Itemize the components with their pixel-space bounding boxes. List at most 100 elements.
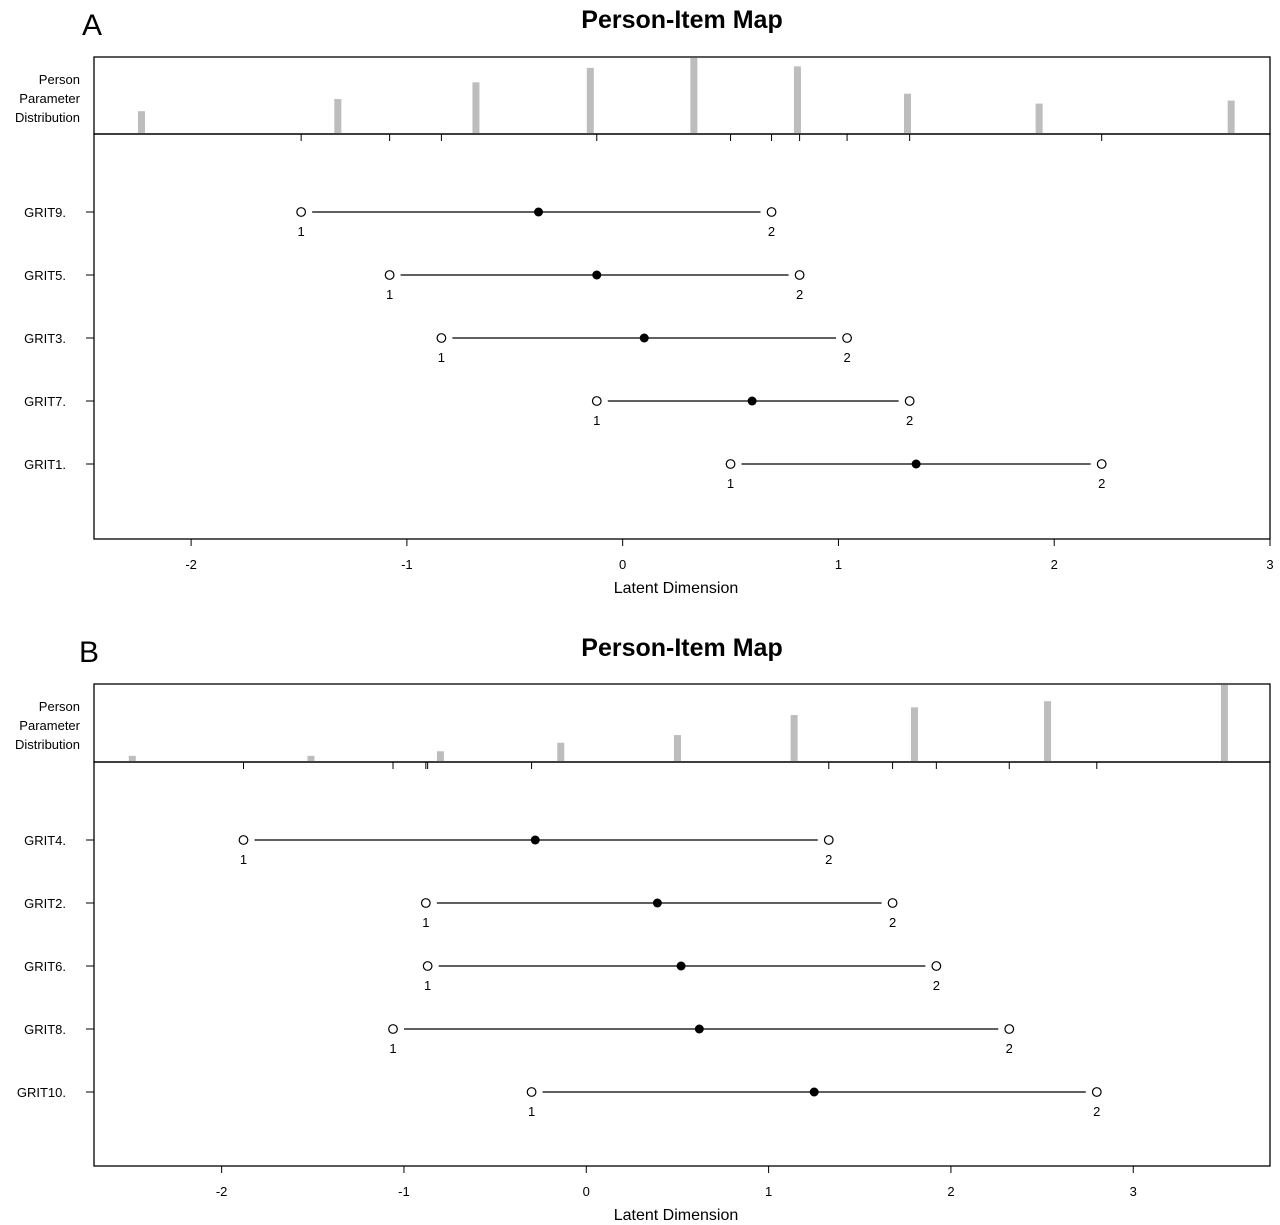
threshold-2-label: 2	[796, 287, 803, 302]
threshold-2-label: 2	[1006, 1041, 1013, 1056]
item-location-point	[694, 1024, 704, 1034]
distribution-bar	[334, 99, 342, 134]
threshold-1-point	[436, 333, 447, 343]
threshold-2-label: 2	[1093, 1104, 1100, 1119]
x-tick-label: 2	[1051, 557, 1058, 572]
distribution-frame	[93, 56, 1271, 135]
x-tick-label: 1	[835, 557, 842, 572]
x-tick-label: 3	[1130, 1184, 1137, 1199]
threshold-1-label: 1	[389, 1041, 396, 1056]
item-location-point	[652, 898, 662, 908]
item-location-point	[809, 1087, 819, 1097]
plot-frame	[93, 133, 1271, 540]
x-tick-label: -1	[401, 557, 413, 572]
item-label: GRIT10.	[17, 1085, 66, 1100]
threshold-1-point	[725, 459, 736, 469]
distribution-bar	[690, 58, 698, 134]
threshold-1-point	[238, 835, 249, 845]
x-tick-label: -1	[398, 1184, 410, 1199]
threshold-1-label: 1	[593, 413, 600, 428]
distribution-bar	[910, 707, 918, 762]
threshold-1-point	[422, 961, 433, 971]
item-label: GRIT9.	[24, 205, 66, 220]
threshold-2-point	[823, 835, 834, 845]
threshold-2-point	[842, 333, 852, 343]
threshold-1-point	[420, 898, 431, 908]
threshold-2-label: 2	[889, 915, 896, 930]
panel-letter: A	[82, 9, 102, 42]
item-label: GRIT7.	[24, 394, 66, 409]
item-location-point	[639, 333, 649, 343]
x-tick-label: 0	[583, 1184, 590, 1199]
chart-title: Person-Item Map	[581, 6, 782, 34]
threshold-2-point	[794, 270, 805, 280]
distribution-bar	[790, 715, 798, 762]
threshold-2-point	[1096, 459, 1107, 469]
distribution-bar	[673, 735, 681, 762]
distribution-bar	[793, 66, 801, 134]
threshold-1-point	[296, 207, 307, 217]
distribution-label-line: Distribution	[15, 110, 80, 125]
distribution-bar	[128, 755, 136, 762]
threshold-1-point	[591, 396, 602, 406]
threshold-1-point	[388, 1024, 398, 1034]
distribution-bar	[586, 67, 594, 134]
distribution-bar	[557, 742, 565, 762]
plot-frame	[93, 761, 1271, 1167]
panel-a: A Person-Item Map Person Parameter Distribut…	[15, 6, 1274, 597]
item-label: GRIT1.	[24, 457, 66, 472]
threshold-2-label: 2	[933, 978, 940, 993]
distribution-bar	[472, 82, 480, 134]
item-label: GRIT2.	[24, 896, 66, 911]
threshold-1-label: 1	[424, 978, 431, 993]
distribution-label-line: Distribution	[15, 737, 80, 752]
threshold-1-label: 1	[240, 852, 247, 867]
distribution-label-line: Person	[39, 72, 80, 87]
threshold-2-label: 2	[1098, 476, 1105, 491]
distribution-label-line: Parameter	[19, 718, 80, 733]
threshold-1-label: 1	[438, 350, 445, 365]
threshold-2-point	[1004, 1024, 1015, 1034]
threshold-2-label: 2	[768, 224, 775, 239]
threshold-2-label: 2	[825, 852, 832, 867]
x-tick-label: -2	[185, 557, 197, 572]
distribution-label-line: Parameter	[19, 91, 80, 106]
threshold-1-label: 1	[727, 476, 734, 491]
item-label: GRIT3.	[24, 331, 66, 346]
distribution-bar	[436, 751, 444, 762]
distribution-bar	[1220, 685, 1228, 762]
distribution-bar	[1227, 100, 1235, 134]
x-tick-label: 0	[619, 557, 626, 572]
threshold-1-label: 1	[298, 224, 305, 239]
threshold-2-point	[766, 207, 777, 217]
item-location-point	[592, 270, 602, 280]
item-label: GRIT6.	[24, 959, 66, 974]
x-tick-label: 3	[1266, 557, 1273, 572]
distribution-bar	[307, 755, 315, 762]
panel-b: B Person-Item Map Person Parameter Distribut…	[15, 634, 1271, 1224]
item-location-point	[676, 961, 686, 971]
distribution-frame	[93, 683, 1271, 763]
item-label: GRIT4.	[24, 833, 66, 848]
x-tick-label: 2	[947, 1184, 954, 1199]
x-axis-title: Latent Dimension	[614, 1207, 739, 1224]
chart-title: Person-Item Map	[581, 634, 782, 662]
item-location-point	[534, 207, 544, 217]
threshold-2-point	[887, 898, 898, 908]
x-tick-label: -2	[216, 1184, 228, 1199]
threshold-1-point	[384, 270, 395, 280]
item-label: GRIT5.	[24, 268, 66, 283]
threshold-2-point	[931, 961, 942, 971]
threshold-2-point	[904, 396, 915, 406]
threshold-2-label: 2	[843, 350, 850, 365]
threshold-1-point	[526, 1087, 537, 1097]
threshold-2-label: 2	[906, 413, 913, 428]
threshold-1-label: 1	[422, 915, 429, 930]
panel-letter: B	[79, 636, 99, 669]
threshold-1-label: 1	[528, 1104, 535, 1119]
x-axis-title: Latent Dimension	[614, 580, 739, 597]
distribution-bar	[1044, 701, 1052, 762]
distribution-bar	[1035, 103, 1043, 134]
x-tick-label: 1	[765, 1184, 772, 1199]
